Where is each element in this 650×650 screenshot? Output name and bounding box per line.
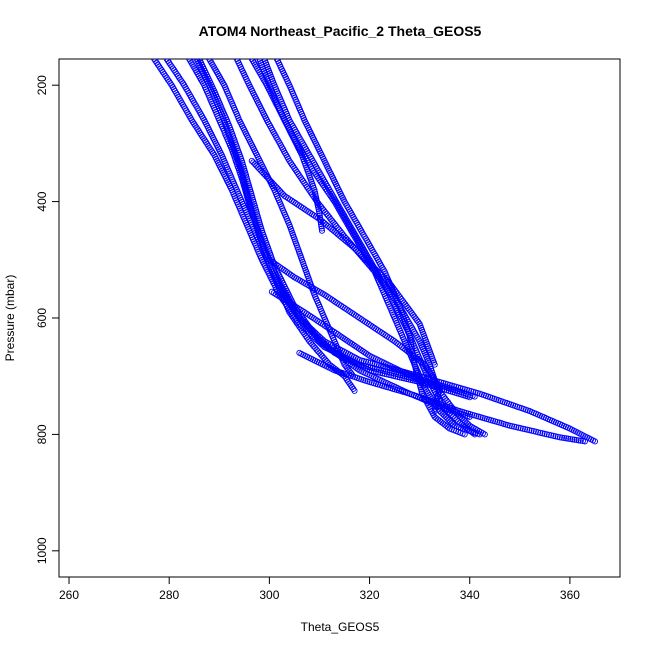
y-tick-label: 1000 xyxy=(35,537,49,564)
x-tick-label: 260 xyxy=(59,588,79,602)
data-point xyxy=(451,414,458,422)
data-point xyxy=(357,251,364,258)
data-point xyxy=(367,260,374,268)
data-point xyxy=(278,189,285,196)
y-tick-label: 400 xyxy=(35,191,49,211)
data-point xyxy=(362,256,369,263)
data-point xyxy=(581,438,588,445)
data-point xyxy=(365,259,372,266)
y-tick-label: 600 xyxy=(35,308,49,328)
data-point xyxy=(359,253,366,260)
data-point xyxy=(461,431,468,438)
x-tick-label: 300 xyxy=(259,588,279,602)
data-point xyxy=(408,341,415,348)
data-point xyxy=(353,246,360,253)
data-points xyxy=(151,59,599,445)
data-point xyxy=(565,435,572,442)
data-point xyxy=(376,270,384,277)
x-axis-label: Theta_GEOS5 xyxy=(301,620,380,634)
data-point xyxy=(416,376,423,383)
data-point xyxy=(407,336,414,343)
data-point xyxy=(369,262,376,269)
data-point xyxy=(561,434,568,442)
chart-title: ATOM4 Northeast_Pacific_2 Theta_GEOS5 xyxy=(199,23,482,39)
data-point xyxy=(263,173,270,180)
data-point xyxy=(256,165,263,172)
data-point xyxy=(273,184,281,191)
x-tick-label: 320 xyxy=(360,588,380,602)
data-point xyxy=(470,430,477,437)
data-point xyxy=(383,276,390,283)
data-point xyxy=(431,361,438,368)
data-point xyxy=(408,343,415,350)
data-point xyxy=(571,436,578,443)
y-tick-label: 800 xyxy=(35,424,49,444)
x-tick-label: 280 xyxy=(159,588,179,602)
data-point xyxy=(351,245,358,252)
data-point xyxy=(378,272,385,279)
x-tick-label: 360 xyxy=(560,588,580,602)
data-point xyxy=(370,264,377,271)
data-point xyxy=(375,268,382,276)
data-point xyxy=(575,437,582,444)
data-point xyxy=(361,254,368,261)
y-axis-label: Pressure (mbar) xyxy=(3,275,17,362)
data-point xyxy=(354,248,361,255)
data-point xyxy=(380,273,387,280)
data-point xyxy=(466,394,473,401)
data-point xyxy=(251,160,258,168)
data-point xyxy=(435,383,442,390)
data-point xyxy=(372,265,379,272)
data-point xyxy=(356,249,363,256)
data-point xyxy=(318,227,326,234)
data-point xyxy=(373,267,380,274)
data-point xyxy=(466,413,473,420)
data-point xyxy=(471,431,478,438)
x-axis: 260 280 300 320 340 360 xyxy=(59,577,580,602)
data-point xyxy=(406,332,413,339)
data-point xyxy=(266,176,273,183)
y-tick-label: 200 xyxy=(35,75,49,95)
data-point xyxy=(406,334,414,341)
data-point xyxy=(453,416,460,423)
data-point xyxy=(431,408,438,415)
data-point xyxy=(257,167,264,174)
x-tick-label: 340 xyxy=(460,588,480,602)
data-point xyxy=(265,175,272,182)
data-point xyxy=(591,438,599,445)
data-point xyxy=(558,434,566,441)
data-point xyxy=(351,387,358,394)
data-point xyxy=(569,436,576,443)
data-point xyxy=(318,225,325,232)
data-point xyxy=(407,339,414,346)
data-point xyxy=(250,159,257,166)
data-point xyxy=(364,257,371,264)
y-axis: 200 400 600 800 1000 xyxy=(35,75,59,564)
data-point xyxy=(381,275,388,282)
data-point xyxy=(577,437,584,444)
